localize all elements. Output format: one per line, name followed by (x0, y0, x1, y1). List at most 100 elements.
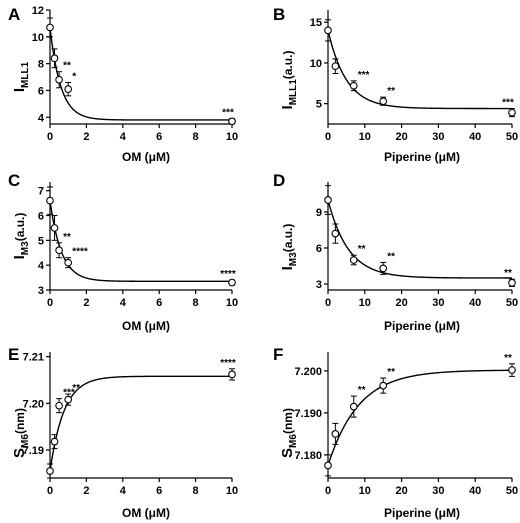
panel-e-y-tick-label: 7.19 (23, 445, 44, 457)
panel-a-x-axis-label: OM (μM) (122, 150, 170, 164)
panel-e-data-point (46, 467, 54, 475)
panel-b-x-tick-label: 30 (432, 131, 444, 143)
panel-d-data-point (349, 256, 358, 264)
panel-a-y-tick-label: 12 (32, 5, 44, 17)
panel-letter-a: A (8, 5, 20, 24)
panel-c-data-point (46, 196, 54, 205)
panel-b-x-tick-label: 10 (359, 131, 371, 143)
panel-a-y-axis-label: IMLL1 (11, 61, 31, 92)
panel-e-x-axis-label: OM (μM) (122, 506, 170, 520)
panel-e-x-tick-label: 6 (156, 485, 162, 497)
panel-d-x-tick-label: 10 (359, 297, 371, 309)
panel-e-y-tick-label: 7.21 (23, 352, 44, 364)
panel-b-data-point (324, 26, 332, 35)
panel-b-data-point (508, 108, 516, 117)
panel-f-data-point (331, 430, 340, 438)
panel-c-significance-label: **** (72, 247, 88, 258)
panel-f-data-point (324, 461, 332, 470)
panel-d-significance-label: ** (504, 268, 512, 279)
panel-letter-f: F (273, 345, 283, 364)
panel-f-significance-label: ** (387, 367, 395, 378)
panel-c-y-tick-label: 5 (38, 235, 44, 247)
panel-d-y-axis-label: IM3(a.u.) (279, 224, 299, 271)
panel-b-y-axis-label: IMLL1(a.u.) (279, 51, 299, 110)
panel-letter-c: C (8, 171, 20, 190)
panel-c-y-axis-label: IM3(a.u.) (11, 213, 31, 260)
panel-e-x-tick-label: 0 (47, 485, 53, 497)
panel-c-x-tick-label: 6 (156, 297, 162, 309)
panel-c-x-tick-label: 10 (226, 297, 238, 309)
panel-d-x-tick-label: 0 (325, 297, 331, 309)
panel-e: E SM6(nm) OM (μM) 0 2 4 6 8 107.197.207.21***… (8, 345, 238, 520)
panel-a-x-tick-label: 10 (226, 131, 238, 143)
panel-a-x-tick-label: 4 (120, 131, 127, 143)
panel-e-data-point (55, 401, 63, 410)
panel-a-significance-label: * (72, 71, 76, 82)
panel-c-x-tick-label: 4 (120, 297, 127, 309)
panel-f-significance-label: ** (358, 385, 366, 396)
panel-d-y-tick-label: 6 (316, 243, 322, 255)
panel-d-y-tick-label: 3 (316, 279, 322, 291)
panel-e-x-tick-label: 10 (226, 485, 238, 497)
panel-a-data-point (228, 117, 236, 126)
panel-a-x-tick-label: 8 (193, 131, 199, 143)
panel-c-x-tick-label: 8 (193, 297, 199, 309)
panel-e-data-point (50, 437, 59, 446)
panel-e-fit-curve (49, 375, 232, 472)
panel-e-data-point (228, 370, 236, 379)
panel-f: F SM6(nm) Piperine (μM) 0 10 20 30 40 50 7.180… (273, 345, 518, 520)
panel-b-x-tick-label: 40 (469, 131, 481, 143)
panel-f-x-tick-label: 30 (432, 485, 444, 497)
panel-e-x-tick-label: 8 (193, 485, 199, 497)
panel-a-y-tick-label: 6 (38, 85, 44, 97)
panel-f-x-tick-label: 40 (469, 485, 481, 497)
panel-f-y-tick-label: 7.200 (294, 366, 322, 378)
panel-d-data-point (331, 229, 340, 238)
panel-d-data-point (324, 196, 332, 204)
panel-d: D IM3(a.u.) Piperine (μM) 0 10 20 30 40 50 3 6 9… (273, 171, 518, 333)
panel-c-y-tick-label: 7 (38, 186, 44, 198)
panel-b-significance-label: *** (358, 70, 370, 81)
panel-b-significance-label: ** (387, 86, 395, 97)
panel-c-x-tick-label: 0 (47, 297, 53, 309)
panel-c-data-point (55, 246, 63, 255)
panel-e-significance-label: **** (220, 358, 236, 369)
panel-b-data-point (331, 62, 340, 71)
panel-b-y-tick-label: 5 (316, 99, 322, 111)
panel-f-y-axis-label: SM6(nm) (279, 408, 299, 458)
panel-a-y-tick-label: 10 (32, 32, 44, 44)
panel-c-significance-label: **** (220, 269, 236, 280)
panel-d-significance-label: ** (358, 244, 366, 255)
panel-c-fit-curve (49, 200, 232, 283)
panel-a-x-tick-label: 2 (83, 131, 89, 143)
panel-letter-d: D (273, 171, 285, 190)
panel-b-significance-label: *** (502, 98, 514, 109)
panel-e-y-axis-label: SM6(nm) (11, 408, 31, 458)
panel-b-x-tick-label: 0 (325, 131, 331, 143)
panel-a-data-point (55, 75, 63, 84)
panel-f-y-tick-label: 7.180 (294, 450, 322, 462)
panel-e-data-point (64, 395, 73, 404)
panel-f-significance-label: ** (504, 353, 512, 364)
panel-d-x-tick-label: 20 (395, 297, 407, 309)
panel-f-x-tick-label: 0 (325, 485, 331, 497)
panel-d-x-tick-label: 30 (432, 297, 444, 309)
panel-c-data-point (50, 224, 59, 232)
panel-c-y-tick-label: 3 (38, 285, 44, 297)
panel-a-x-tick-label: 6 (156, 131, 162, 143)
panel-d-significance-label: ** (387, 251, 395, 262)
panel-b-x-tick-label: 20 (395, 131, 407, 143)
panel-d-data-point (379, 264, 388, 273)
panel-f-fit-curve (327, 369, 512, 466)
panel-b-y-tick-label: 10 (310, 58, 322, 70)
panel-d-y-tick-label: 9 (316, 207, 322, 219)
panel-a-fit-curve (49, 27, 232, 121)
panel-b-y-tick-label: 15 (310, 17, 322, 29)
panel-b-x-axis-label: Piperine (μM) (384, 150, 460, 164)
panel-c-data-point (228, 278, 236, 287)
panel-d-x-tick-label: 50 (506, 297, 518, 309)
panel-e-significance-label: *** (63, 388, 75, 399)
panel-a-y-tick-label: 4 (38, 112, 45, 124)
